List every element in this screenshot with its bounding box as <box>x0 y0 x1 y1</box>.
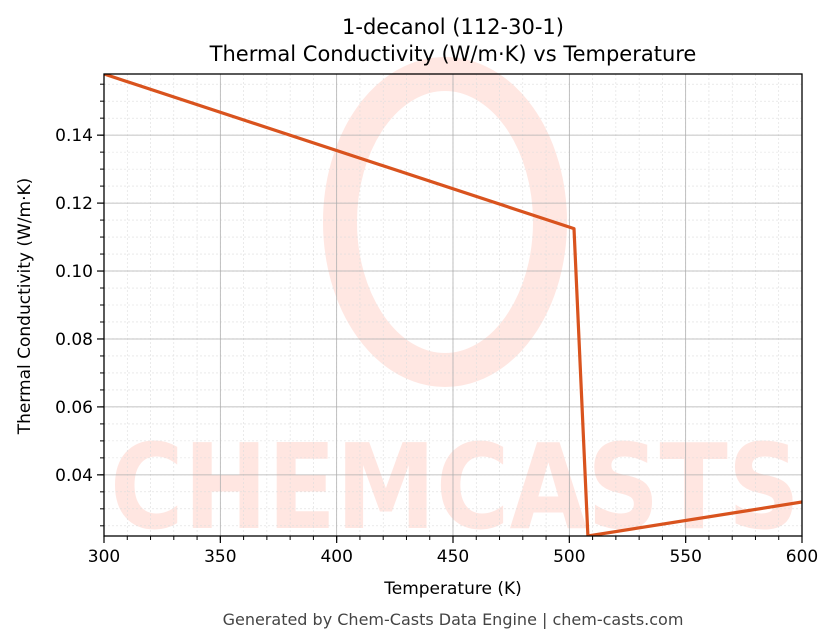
x-tick-label: 600 <box>786 547 818 567</box>
y-tick-label: 0.08 <box>55 330 93 350</box>
x-tick-label: 300 <box>88 547 120 567</box>
x-axis-label: Temperature (K) <box>383 579 522 599</box>
y-tick-label: 0.04 <box>55 466 93 486</box>
watermark-text: CHEMCASTS <box>110 418 800 556</box>
x-tick-label: 500 <box>553 547 585 567</box>
y-tick-label: 0.06 <box>55 398 93 418</box>
y-axis-label: Thermal Conductivity (W/m·K) <box>15 178 35 436</box>
series-layer <box>104 74 802 536</box>
chart-title-line1: 1-decanol (112-30-1) <box>342 15 564 39</box>
x-tick-label: 400 <box>320 547 352 567</box>
y-tick-label: 0.10 <box>55 262 93 282</box>
footer-credit: Generated by Chem-Casts Data Engine | ch… <box>223 610 684 629</box>
series-line <box>104 74 802 536</box>
chart-title-line2: Thermal Conductivity (W/m·K) vs Temperat… <box>209 42 697 66</box>
x-tick-label: 350 <box>204 547 236 567</box>
x-tick-label: 550 <box>669 547 701 567</box>
ticks-layer: 300 350 400 450 500 550 600 0.04 0.06 0.08 0.10 0.1… <box>55 83 818 567</box>
y-tick-label: 0.12 <box>55 194 93 214</box>
watermark: CHEMCASTS <box>110 57 800 556</box>
y-tick-label: 0.14 <box>55 126 93 146</box>
x-tick-label: 450 <box>437 547 469 567</box>
